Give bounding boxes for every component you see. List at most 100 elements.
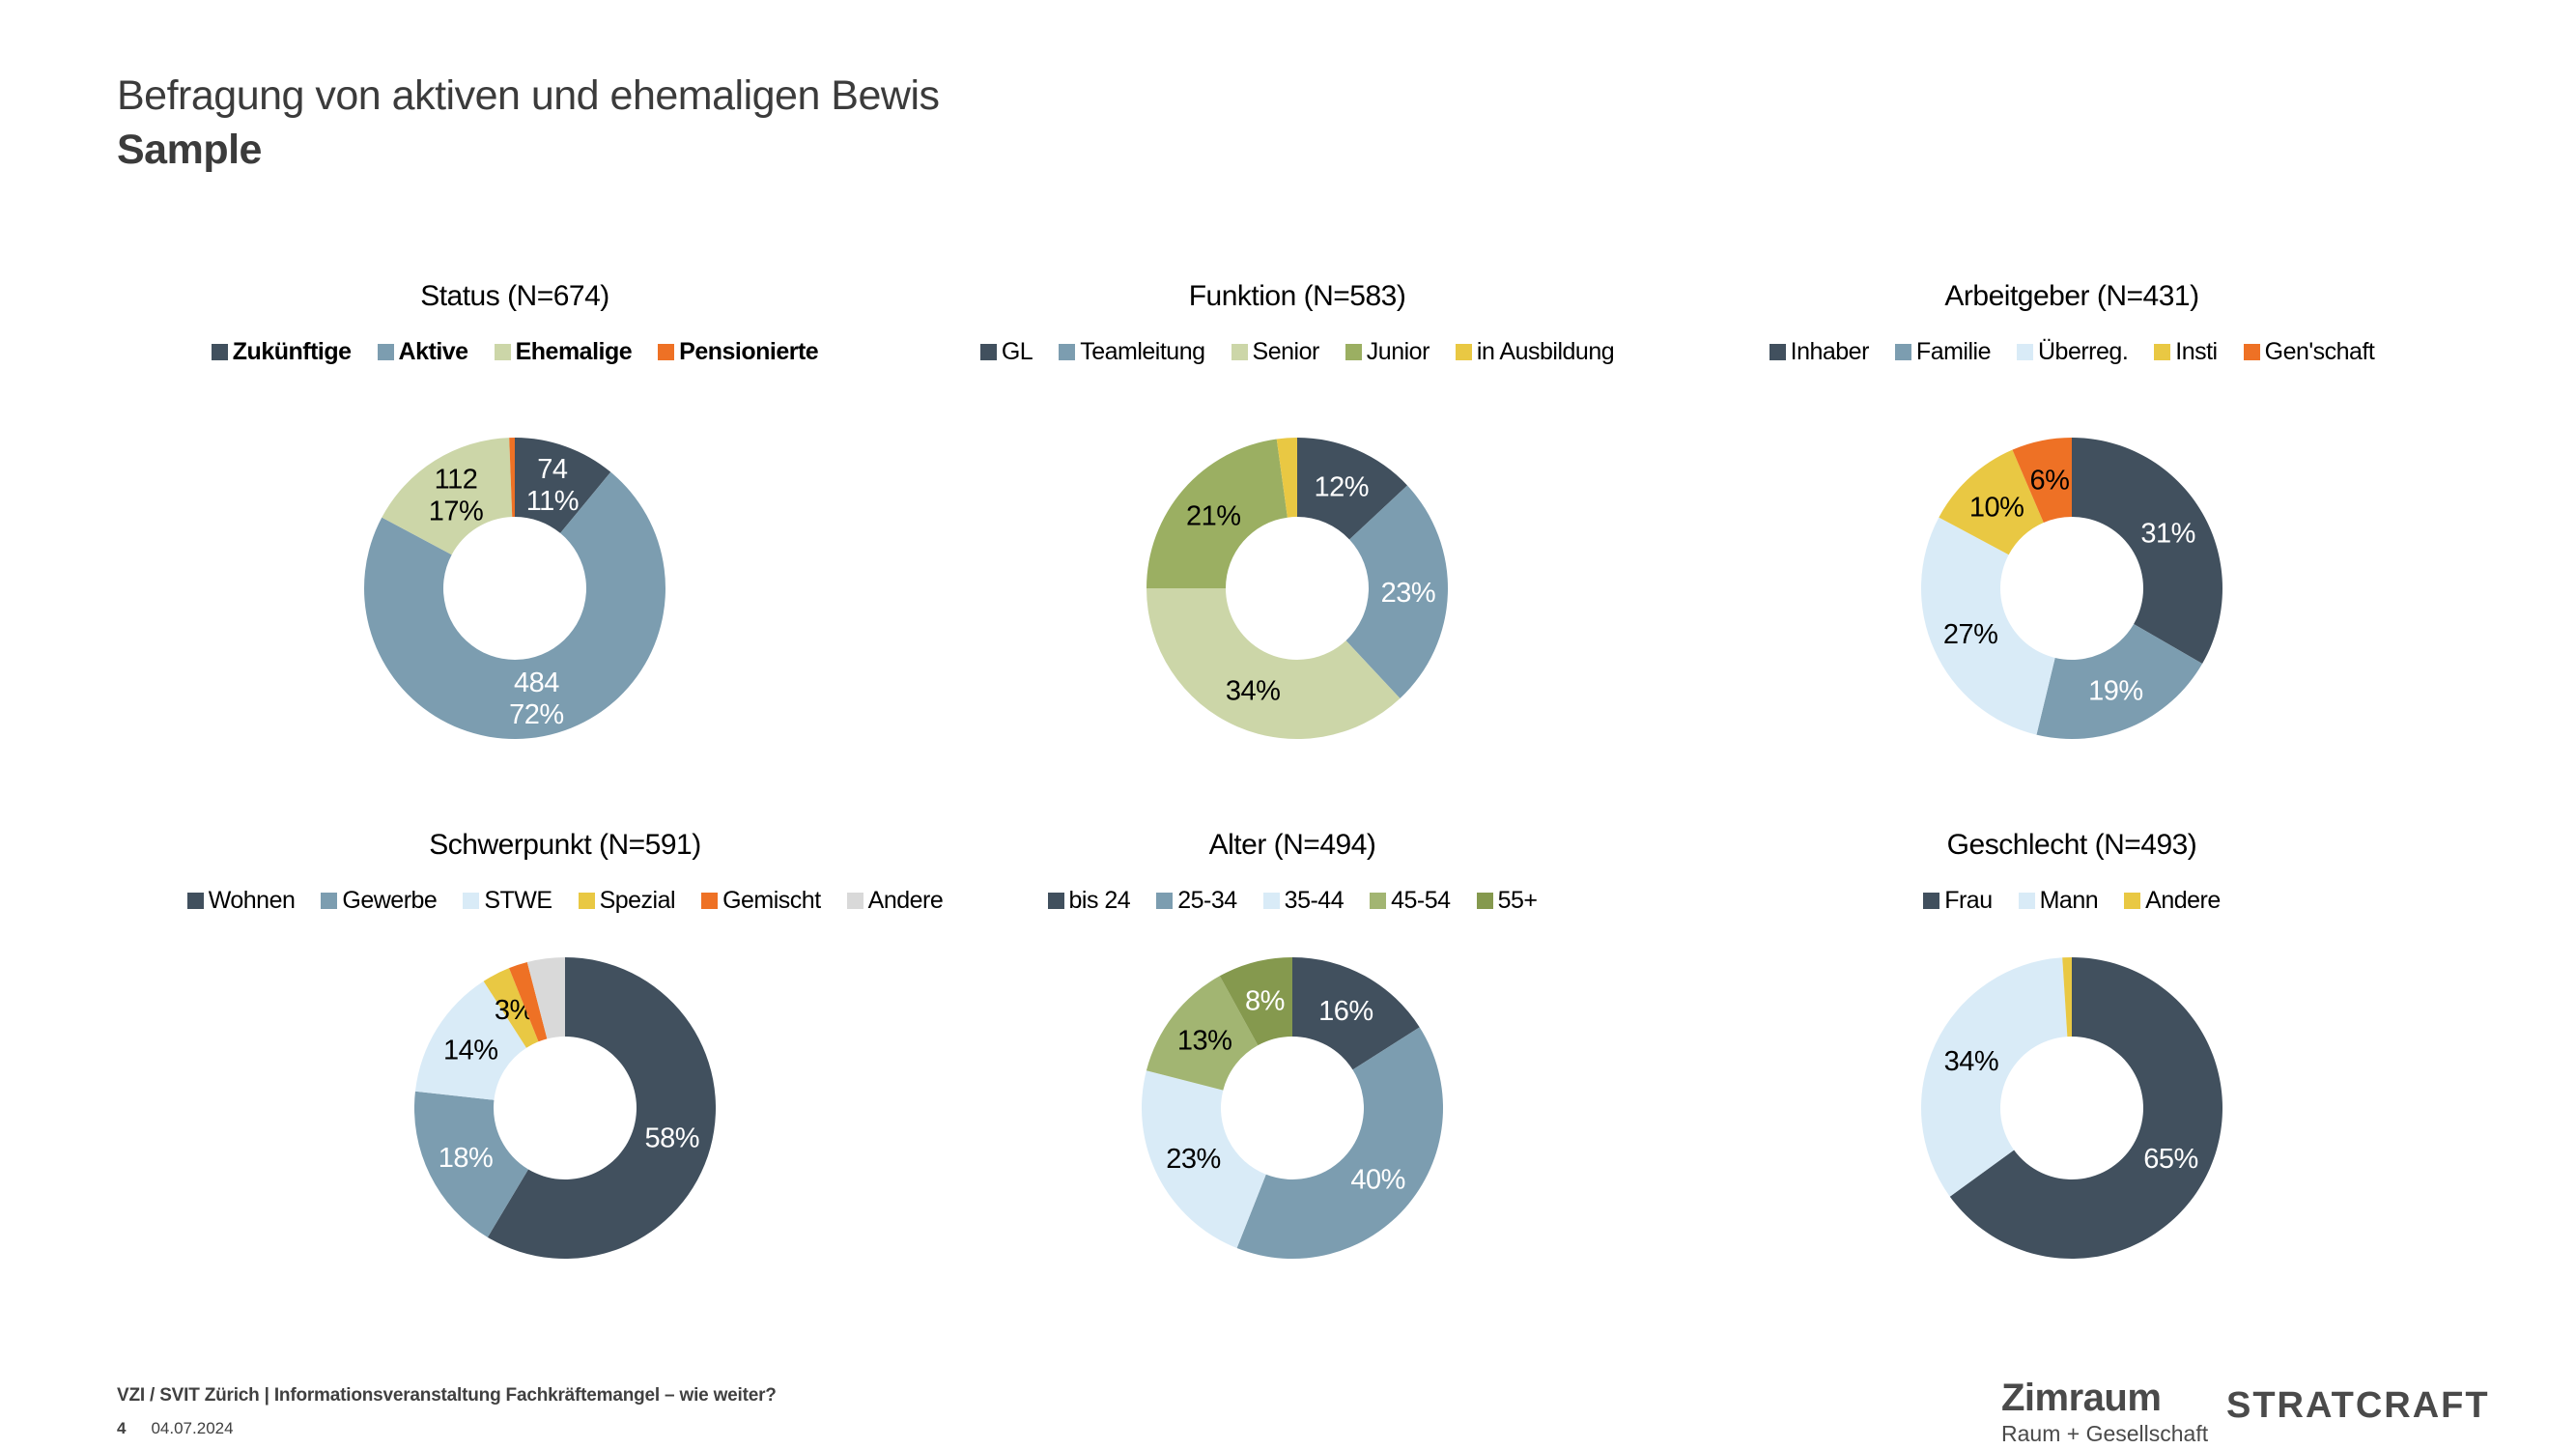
zimraum-logo: Zimraum Raum + Gesellschaft xyxy=(2001,1378,2208,1447)
legend-swatch-icon xyxy=(377,343,394,360)
donut-label-mann: 34% xyxy=(1944,1046,1999,1077)
chart-title-arbeitgeber: Arbeitgeber (N=431) xyxy=(1944,280,2199,312)
legend-item-pensionierte: Pensionierte xyxy=(658,337,819,366)
donut-label-bis-24: 16% xyxy=(1318,996,1373,1027)
legend-item-stwe: STWE xyxy=(463,887,552,915)
legend-item-andere: Andere xyxy=(846,886,944,915)
legend-label: Insti xyxy=(2175,337,2218,365)
slide-header: Befragung von aktiven und ehemaligen Bew… xyxy=(117,70,940,178)
legend-label: Andere xyxy=(2145,886,2221,914)
donut-label-55: 8% xyxy=(1245,986,1285,1017)
legend-label: Familie xyxy=(1915,337,1992,365)
donut-label-insti: 10% xyxy=(1969,492,2024,523)
donut-label-45-54: 13% xyxy=(1177,1026,1232,1057)
donut-chart-alter: 16% 40% 23% 13% 8% xyxy=(887,944,1698,1272)
slide-subtitle: Sample xyxy=(117,126,262,173)
legend-swatch-icon xyxy=(211,343,228,360)
donut-label-inhaber: 31% xyxy=(2140,519,2195,550)
donut-label-frau: 65% xyxy=(2143,1144,2198,1175)
donut-slice-zuk-nftige xyxy=(515,438,611,533)
legend-label: Inhaber xyxy=(1790,337,1870,365)
legend-label: 25-34 xyxy=(1177,886,1237,914)
legend-swatch-icon xyxy=(2124,892,2141,909)
donut-label-junior: 21% xyxy=(1186,500,1241,531)
donut-slice-andere xyxy=(526,957,565,1039)
stratcraft-logo: STRATCRAFT xyxy=(2226,1385,2490,1426)
legend-label: Teamleitung xyxy=(1080,337,1205,365)
legend-label: Junior xyxy=(1366,337,1430,365)
chart-legend-funktion: GL Teamleitung Senior Junior in Ausbildung xyxy=(892,337,1703,366)
legend-swatch-icon xyxy=(578,892,595,909)
donut-svg: 74 11% 484 72% 112 17% xyxy=(363,438,665,739)
zimraum-logo-subline: Raum + Gesellschaft xyxy=(2001,1421,2209,1446)
donut-slice-spezial xyxy=(483,968,539,1048)
legend-item-in-ausbildung: in Ausbildung xyxy=(1455,338,1615,366)
donut-label-gl: 12% xyxy=(1315,472,1370,503)
legend-item-frau: Frau xyxy=(1923,887,1993,915)
donut-label-35-44: 23% xyxy=(1166,1144,1221,1175)
legend-item-aktive: Aktive xyxy=(377,337,469,366)
legend-swatch-icon xyxy=(1370,892,1387,909)
legend-swatch-icon xyxy=(1059,343,1076,360)
donut-label-berreg: 27% xyxy=(1943,619,1998,650)
legend-label: Ehemalige xyxy=(515,337,633,365)
chart-status: Status (N=674) Zukünftige Aktive Ehemalige… xyxy=(109,277,920,753)
legend-label: Pensionierte xyxy=(679,337,819,365)
donut-slice-andere xyxy=(2062,957,2072,1037)
donut-chart-arbeitgeber: 31% 19% 27% 10% 6% xyxy=(1666,424,2477,753)
donut-slice-in-ausbildung xyxy=(1276,438,1297,518)
legend-item-bis-24: bis 24 xyxy=(1047,886,1131,915)
donut-slice-wohnen xyxy=(487,957,716,1259)
donut-chart-schwerpunkt: 58% 18% 14% 3% xyxy=(159,944,971,1272)
donut-slice-gewerbe xyxy=(413,1091,528,1237)
legend-label: Überreg. xyxy=(2038,337,2129,365)
donut-slice-gemischt xyxy=(509,962,548,1042)
legend-item-junior: Junior xyxy=(1345,338,1430,366)
legend-item-wohnen: Wohnen xyxy=(186,886,296,915)
footer-date: 04.07.2024 xyxy=(151,1419,234,1437)
donut-label-gewerbe: 18% xyxy=(439,1143,494,1174)
legend-item-familie: Familie xyxy=(1894,337,1992,366)
donut-slice-teamleitung xyxy=(1345,485,1449,699)
legend-item-senior: Senior xyxy=(1231,338,1319,366)
legend-label: Wohnen xyxy=(208,886,296,914)
footer: VZI / SVIT Zürich | Informationsveransta… xyxy=(117,1385,777,1438)
legend-swatch-icon xyxy=(494,343,511,360)
chart-funktion: Funktion (N=583) GL Teamleitung Senior Juni… xyxy=(892,277,1703,753)
donut-label-senior: 34% xyxy=(1226,676,1281,707)
donut-label-gen-schaft: 6% xyxy=(2029,465,2069,496)
donut-svg: 65% 34% xyxy=(1921,957,2222,1259)
donut-slice-frau xyxy=(1949,957,2222,1259)
donut-slice-stwe xyxy=(414,980,526,1100)
legend-swatch-icon xyxy=(1345,343,1362,360)
chart-arbeitgeber: Arbeitgeber (N=431) Inhaber Familie Überre… xyxy=(1666,277,2477,753)
legend-swatch-icon xyxy=(2154,343,2171,360)
legend-label: bis 24 xyxy=(1068,886,1131,914)
legend-label: Mann xyxy=(2039,886,2099,914)
chart-title-status: Status (N=674) xyxy=(420,280,609,312)
legend-swatch-icon xyxy=(1455,343,1472,360)
donut-label-wohnen: 58% xyxy=(645,1123,700,1154)
legend-label: Andere xyxy=(867,886,944,914)
donut-label-zuk-nftige: 74 11% xyxy=(526,454,579,517)
legend-label: Gen'schaft xyxy=(2264,337,2375,365)
legend-swatch-icon xyxy=(2017,343,2033,360)
legend-swatch-icon xyxy=(463,892,480,909)
legend-item-35-44: 35-44 xyxy=(1262,886,1345,915)
legend-item-mann: Mann xyxy=(2018,886,2099,915)
donut-svg: 12% 23% 34% 21% xyxy=(1146,438,1449,740)
chart-title-funktion: Funktion (N=583) xyxy=(1188,280,1406,312)
legend-label: STWE xyxy=(484,886,552,914)
donut-slice-inhaber xyxy=(2072,438,2222,664)
legend-label: Senior xyxy=(1252,337,1320,365)
legend-label: Aktive xyxy=(398,337,469,365)
donut-slice-55 xyxy=(1219,957,1292,1046)
donut-slice-35-44 xyxy=(1141,1070,1266,1249)
donut-slice-gen-schaft xyxy=(2012,438,2072,523)
donut-svg: 31% 19% 27% 10%6% xyxy=(1920,438,2222,740)
legend-swatch-icon xyxy=(1476,892,1493,909)
footer-meta: 4 04.07.2024 xyxy=(117,1419,777,1438)
legend-label: 35-44 xyxy=(1284,886,1345,914)
legend-swatch-icon xyxy=(1894,343,1911,360)
chart-legend-schwerpunkt: Wohnen Gewerbe STWE Spezial Gemischt Andere xyxy=(159,886,971,915)
